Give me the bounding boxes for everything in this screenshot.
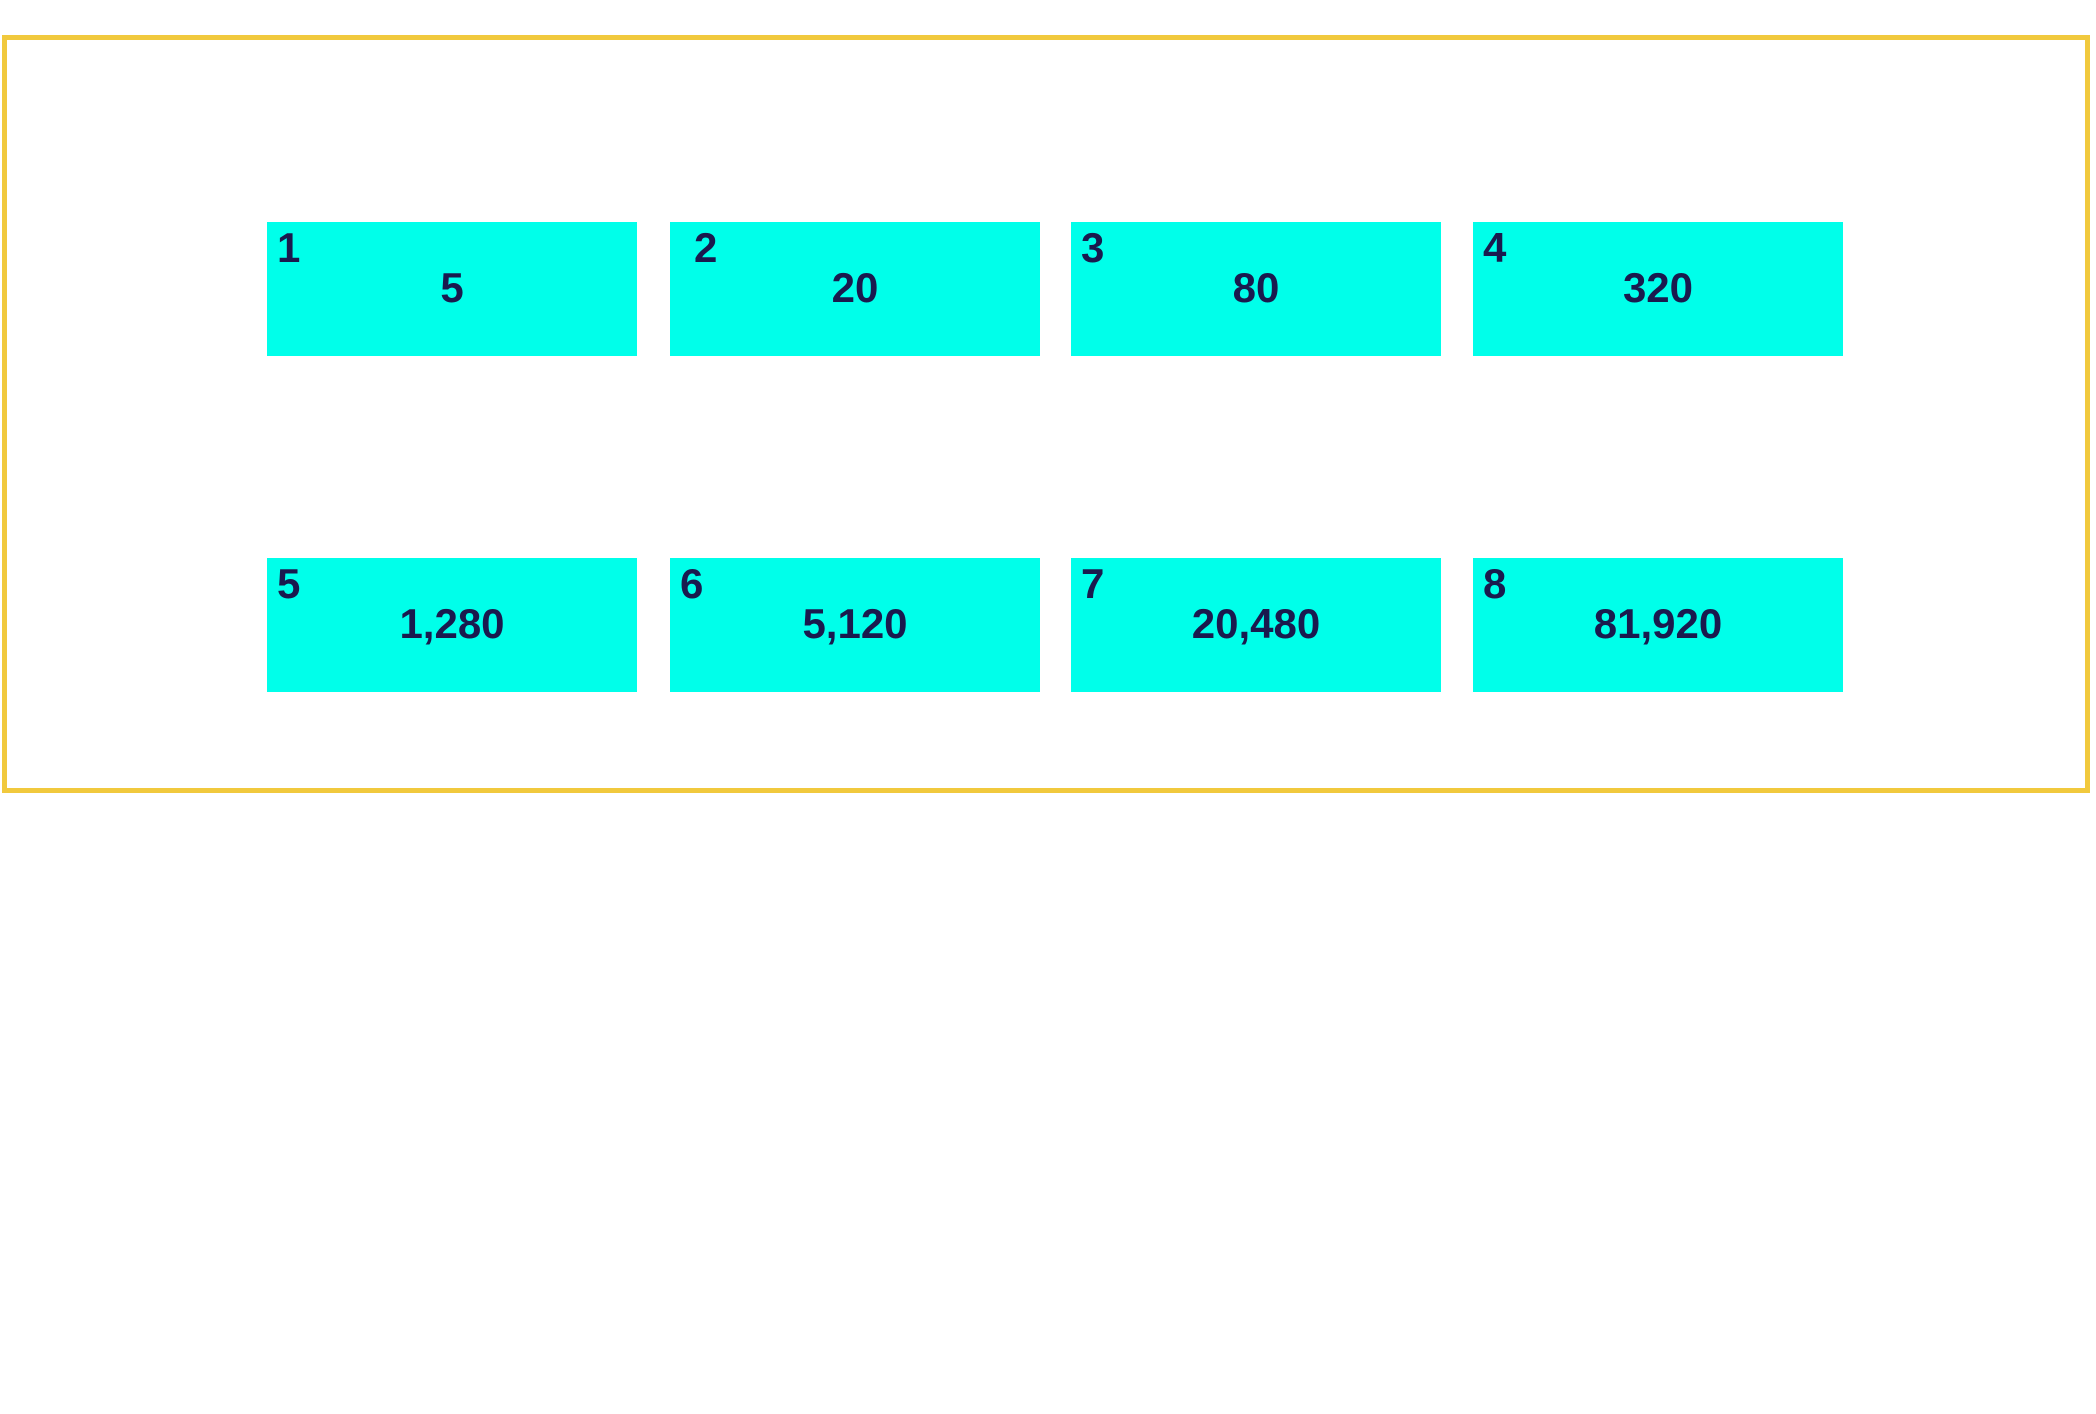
cell-index: 7 bbox=[1081, 560, 1105, 607]
sequence-cell-7: 7 20,480 bbox=[1071, 558, 1441, 692]
cell-value: 1,280 bbox=[399, 600, 505, 647]
cell-value: 80 bbox=[1232, 264, 1280, 311]
cell-value: 5 bbox=[440, 264, 464, 311]
cell-index: 6 bbox=[680, 560, 704, 607]
cell-index: 4 bbox=[1483, 224, 1507, 271]
sequence-cell-4: 4 320 bbox=[1473, 222, 1843, 356]
diagram-frame: 1 5 2 20 3 80 4 320 5 1,280 6 5,120 7 20… bbox=[2, 35, 2090, 793]
cell-value: 320 bbox=[1622, 264, 1694, 311]
sequence-cell-5: 5 1,280 bbox=[267, 558, 637, 692]
sequence-cell-1: 1 5 bbox=[267, 222, 637, 356]
cell-value: 20 bbox=[831, 264, 879, 311]
cell-index: 2 bbox=[694, 224, 718, 271]
sequence-cell-8: 8 81,920 bbox=[1473, 558, 1843, 692]
cell-value: 5,120 bbox=[802, 600, 908, 647]
cell-value: 20,480 bbox=[1191, 600, 1321, 647]
cell-index: 5 bbox=[277, 560, 301, 607]
cell-value: 81,920 bbox=[1593, 600, 1723, 647]
sequence-cell-6: 6 5,120 bbox=[670, 558, 1040, 692]
cell-index: 3 bbox=[1081, 224, 1105, 271]
cell-index: 1 bbox=[277, 224, 301, 271]
sequence-cell-2: 2 20 bbox=[670, 222, 1040, 356]
cell-index: 8 bbox=[1483, 560, 1507, 607]
sequence-cell-3: 3 80 bbox=[1071, 222, 1441, 356]
